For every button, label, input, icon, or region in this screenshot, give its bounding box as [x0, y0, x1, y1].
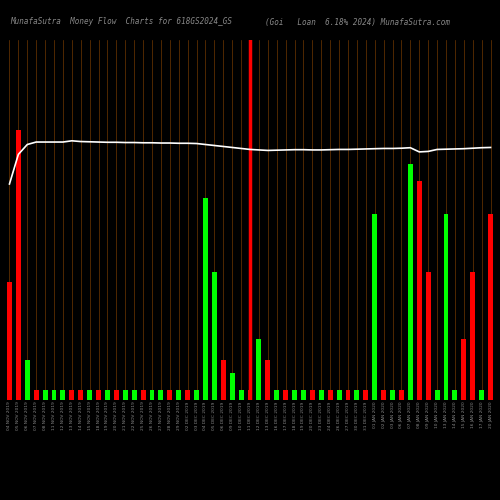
- Bar: [417, 180, 422, 400]
- Bar: [132, 390, 136, 400]
- Text: (Goi   Loan  6.18% 2024) MunafaSutra.com: (Goi Loan 6.18% 2024) MunafaSutra.com: [265, 18, 450, 26]
- Bar: [328, 390, 332, 400]
- Bar: [488, 214, 493, 400]
- Bar: [123, 390, 128, 400]
- Bar: [364, 390, 368, 400]
- Bar: [42, 390, 48, 400]
- Bar: [70, 390, 74, 400]
- Bar: [60, 390, 66, 400]
- Bar: [310, 390, 315, 400]
- Bar: [96, 390, 101, 400]
- Bar: [426, 272, 430, 400]
- Text: MunafaSutra  Money Flow  Charts for 618GS2024_GS: MunafaSutra Money Flow Charts for 618GS2…: [10, 18, 232, 26]
- Bar: [399, 390, 404, 400]
- Bar: [168, 390, 172, 400]
- Bar: [301, 390, 306, 400]
- Bar: [7, 282, 12, 400]
- Bar: [238, 390, 244, 400]
- Bar: [434, 390, 440, 400]
- Bar: [52, 390, 57, 400]
- Bar: [25, 360, 29, 400]
- Bar: [354, 390, 360, 400]
- Bar: [203, 198, 208, 400]
- Bar: [346, 390, 350, 400]
- Bar: [372, 214, 377, 400]
- Bar: [150, 390, 154, 400]
- Bar: [319, 390, 324, 400]
- Bar: [336, 390, 342, 400]
- Bar: [283, 390, 288, 400]
- Bar: [114, 390, 119, 400]
- Bar: [452, 390, 458, 400]
- Bar: [292, 390, 297, 400]
- Bar: [444, 214, 448, 400]
- Bar: [266, 360, 270, 400]
- Bar: [221, 360, 226, 400]
- Bar: [256, 339, 262, 400]
- Bar: [230, 373, 234, 400]
- Bar: [479, 390, 484, 400]
- Bar: [176, 390, 181, 400]
- Bar: [248, 390, 252, 400]
- Bar: [158, 390, 164, 400]
- Bar: [140, 390, 145, 400]
- Bar: [381, 390, 386, 400]
- Bar: [470, 272, 475, 400]
- Bar: [194, 390, 199, 400]
- Bar: [274, 390, 279, 400]
- Bar: [78, 390, 83, 400]
- Bar: [87, 390, 92, 400]
- Bar: [390, 390, 395, 400]
- Bar: [105, 390, 110, 400]
- Bar: [16, 130, 21, 400]
- Bar: [185, 390, 190, 400]
- Bar: [408, 164, 413, 400]
- Bar: [462, 339, 466, 400]
- Bar: [212, 272, 217, 400]
- Bar: [34, 390, 38, 400]
